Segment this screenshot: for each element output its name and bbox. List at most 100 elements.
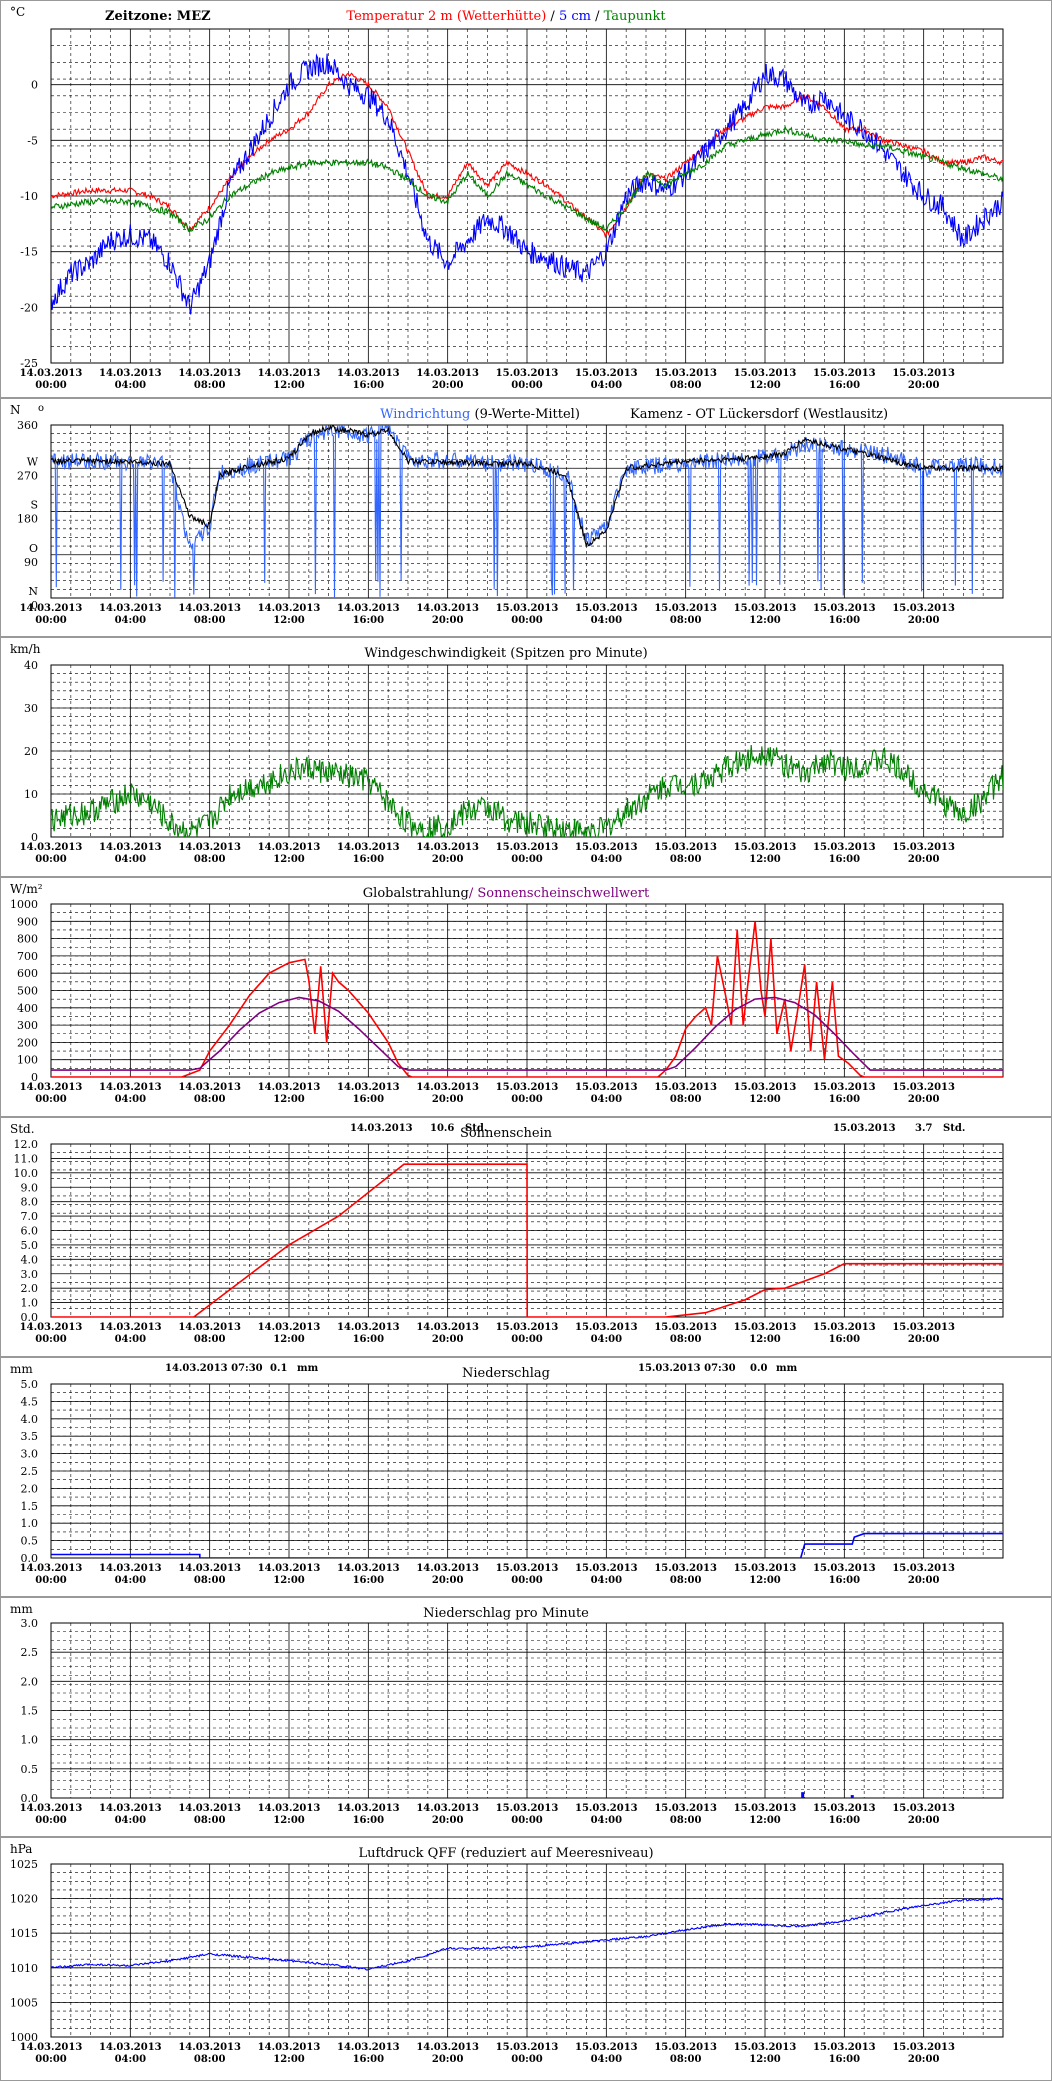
x-tick-date: 15.03.2013 — [496, 1322, 559, 1333]
y-tick-label: 4.0 — [21, 1413, 39, 1426]
x-tick-date: 14.03.2013 — [178, 1322, 241, 1333]
unit-label: Std. — [10, 1122, 35, 1136]
title-part: 5 cm — [559, 9, 591, 24]
x-tick-time: 08:00 — [194, 615, 226, 626]
x-tick-time: 16:00 — [353, 1575, 385, 1586]
y-tick-label: 300 — [17, 1019, 38, 1032]
y-tick-label: 40 — [24, 659, 38, 672]
y-tick-label: 2.5 — [21, 1646, 39, 1659]
x-tick-date: 14.03.2013 — [258, 842, 321, 853]
x-tick-time: 16:00 — [829, 1575, 861, 1586]
x-tick-date: 14.03.2013 — [258, 1563, 321, 1574]
y-tick-label: 0 — [31, 831, 38, 844]
y-tick-label: 2.0 — [21, 1282, 39, 1295]
x-tick-time: 08:00 — [194, 2054, 226, 2065]
day-total-value: 0.1 — [270, 1363, 287, 1374]
title-part: Niederschlag — [462, 1366, 550, 1381]
x-tick-time: 04:00 — [591, 2054, 623, 2065]
x-tick-time: 16:00 — [829, 615, 861, 626]
day-total-unit: mm — [776, 1363, 798, 1374]
x-tick-time: 00:00 — [35, 615, 67, 626]
grid-major — [51, 1622, 1003, 1799]
x-tick-time: 12:00 — [749, 615, 781, 626]
y-tick-label: S — [30, 499, 38, 512]
y-tick-label: 2.0 — [21, 1482, 39, 1495]
panel-global_radiation: 10009008007006005004003002001000W/m²14.0… — [0, 877, 1052, 1117]
series-group — [801, 1792, 854, 1798]
x-tick-date: 15.03.2013 — [496, 1082, 559, 1093]
x-tick-time: 08:00 — [194, 380, 226, 391]
plot-area — [50, 664, 1004, 838]
day-total-value: 3.7 — [915, 1123, 932, 1134]
x-tick-date: 14.03.2013 — [99, 842, 162, 853]
grid-major — [51, 29, 1003, 364]
series-line — [51, 1897, 1003, 1971]
x-tick-date: 14.03.2013 — [20, 842, 83, 853]
x-tick-date: 15.03.2013 — [654, 1803, 717, 1814]
x-tick-date: 15.03.2013 — [575, 603, 638, 614]
y-tick-label: 900 — [17, 915, 38, 928]
y-tick-label: 600 — [17, 967, 38, 980]
y-tick-label: 1.5 — [21, 1705, 39, 1718]
x-tick-date: 14.03.2013 — [99, 2042, 162, 2053]
x-tick-date: 14.03.2013 — [178, 842, 241, 853]
x-tick-time: 20:00 — [908, 1815, 940, 1826]
y-tick-label: 11.0 — [14, 1152, 39, 1165]
x-tick-date: 14.03.2013 — [258, 2042, 321, 2053]
x-tick-date: 15.03.2013 — [892, 368, 955, 379]
x-tick-time: 16:00 — [353, 854, 385, 865]
x-tick-time: 12:00 — [273, 2054, 305, 2065]
x-tick-date: 14.03.2013 — [337, 842, 400, 853]
day-total-date: 15.03.2013 07:30 — [638, 1363, 736, 1374]
series-line — [51, 921, 1003, 1077]
y-tick-label: 20 — [24, 745, 38, 758]
y-tick-label: 2.0 — [21, 1675, 39, 1688]
x-tick-date: 14.03.2013 — [416, 1322, 479, 1333]
x-tick-time: 08:00 — [670, 615, 702, 626]
x-tick-date: 15.03.2013 — [734, 1563, 797, 1574]
x-tick-time: 12:00 — [749, 2054, 781, 2065]
x-tick-date: 15.03.2013 — [813, 1803, 876, 1814]
x-tick-time: 12:00 — [749, 1334, 781, 1345]
x-tick-date: 15.03.2013 — [734, 1082, 797, 1093]
x-tick-time: 00:00 — [35, 1334, 67, 1345]
title-part: Windgeschwindigkeit (Spitzen pro Minute) — [364, 646, 647, 661]
x-tick-date: 14.03.2013 — [337, 2042, 400, 2053]
x-tick-date: 14.03.2013 — [99, 1322, 162, 1333]
series-group — [51, 1897, 1003, 1971]
x-tick-date: 15.03.2013 — [654, 603, 717, 614]
unit-suffix: o — [38, 403, 44, 414]
panel-frame — [0, 1117, 1052, 1357]
y-tick-label: 4.0 — [21, 1253, 39, 1266]
y-tick-label: N — [28, 585, 38, 598]
unit-label: W/m² — [10, 882, 43, 896]
chart-title: Temperatur 2 m (Wetterhütte) / 5 cm / Ta… — [346, 9, 666, 24]
x-tick-time: 20:00 — [908, 854, 940, 865]
x-tick-date: 15.03.2013 — [575, 1803, 638, 1814]
chart-title: Niederschlag pro Minute — [423, 1606, 589, 1621]
x-tick-time: 04:00 — [115, 615, 147, 626]
x-tick-time: 04:00 — [591, 854, 623, 865]
title-part: Temperatur 2 m (Wetterhütte) — [346, 9, 546, 24]
y-tick-label: 500 — [17, 985, 38, 998]
x-tick-date: 15.03.2013 — [654, 1322, 717, 1333]
x-tick-time: 08:00 — [670, 1575, 702, 1586]
x-tick-time: 20:00 — [432, 854, 464, 865]
x-tick-date: 15.03.2013 — [892, 1082, 955, 1093]
title-part: Niederschlag pro Minute — [423, 1606, 589, 1621]
x-tick-date: 15.03.2013 — [654, 1563, 717, 1574]
y-tick-label: 2.5 — [21, 1465, 39, 1478]
title-part: / — [546, 9, 559, 24]
station-label: Kamenz - OT Lückersdorf (Westlausitz) — [630, 407, 888, 422]
x-tick-date: 14.03.2013 — [20, 368, 83, 379]
grid-major — [51, 1863, 1003, 2038]
panel-pressure: 102510201015101010051000hPa14.03.201300:… — [0, 1837, 1052, 2081]
x-tick-time: 12:00 — [749, 1094, 781, 1105]
panel-frame — [0, 1357, 1052, 1597]
title-part: Luftdruck QFF (reduziert auf Meeresnivea… — [358, 1846, 653, 1861]
x-tick-date: 14.03.2013 — [178, 1082, 241, 1093]
x-tick-date: 15.03.2013 — [813, 2042, 876, 2053]
panel-temperature: 0-5-10-15-20-25°C14.03.201300:0014.03.20… — [0, 0, 1052, 398]
x-tick-date: 14.03.2013 — [258, 1082, 321, 1093]
